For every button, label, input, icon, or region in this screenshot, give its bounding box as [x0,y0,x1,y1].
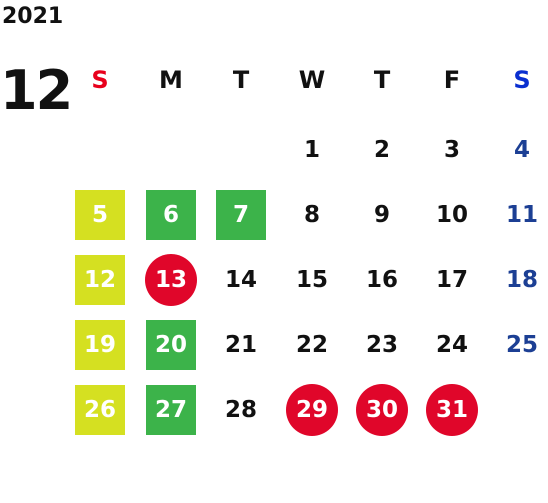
day: 20 [146,320,196,370]
day: 2 [373,137,390,163]
day: 9 [373,202,390,228]
day: 23 [365,332,398,358]
day: 25 [505,332,538,358]
day: 13 [145,254,197,306]
weekday: S [513,66,531,94]
day: 29 [286,384,338,436]
day: 21 [224,332,257,358]
day: 4 [513,137,530,163]
year: 2021 [2,4,64,29]
day: 1 [303,137,320,163]
day: 28 [224,397,257,423]
weekday: S [91,66,109,94]
day: 31 [426,384,478,436]
weekday: T [373,66,391,94]
month: 12 [0,59,73,122]
day: 11 [505,202,538,228]
day: 18 [505,267,538,293]
day: 27 [146,385,196,435]
weekday: T [232,66,250,94]
day: 10 [435,202,468,228]
day: 6 [146,190,196,240]
day: 16 [365,267,398,293]
day: 8 [303,202,320,228]
day: 19 [75,320,125,370]
day: 14 [224,267,257,293]
day: 30 [356,384,408,436]
day: 15 [295,267,328,293]
day: 17 [435,267,468,293]
day: 3 [443,137,460,163]
weekday: F [443,66,461,94]
day: 26 [75,385,125,435]
day: 7 [216,190,266,240]
day: 22 [295,332,328,358]
weekday: W [298,66,326,94]
weekday: M [159,66,183,94]
day: 12 [75,255,125,305]
day: 5 [75,190,125,240]
day: 24 [435,332,468,358]
